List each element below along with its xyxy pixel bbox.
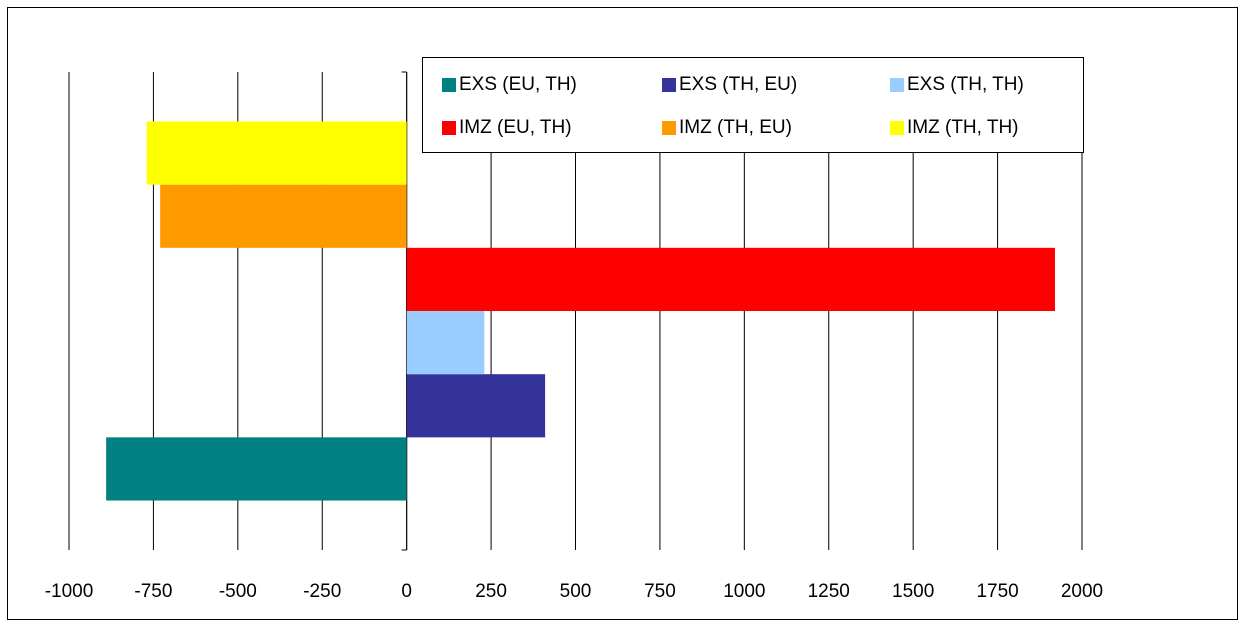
x-tick-label: 500 <box>560 581 592 602</box>
legend-swatch <box>442 121 456 135</box>
bar <box>406 247 1055 311</box>
x-tick-label: 250 <box>475 581 507 602</box>
legend: EXS (EU, TH) EXS (TH, EU) EXS (TH, TH) IMZ … <box>422 57 1084 153</box>
bar <box>160 184 407 248</box>
bar <box>106 437 407 501</box>
x-tick-label: -1000 <box>45 581 94 602</box>
legend-label: IMZ (TH, TH) <box>907 117 1019 138</box>
legend-swatch <box>662 78 676 92</box>
x-tick-label: 1250 <box>808 581 850 602</box>
bar <box>406 311 485 375</box>
x-tick-label: 1000 <box>723 581 765 602</box>
legend-label: EXS (EU, TH) <box>459 74 577 95</box>
bar <box>146 121 407 185</box>
x-tick-label: -500 <box>219 581 257 602</box>
legend-label: IMZ (EU, TH) <box>459 117 572 138</box>
x-tick-label: -250 <box>303 581 341 602</box>
x-tick-label: 2000 <box>1061 581 1103 602</box>
x-tick-label: -750 <box>134 581 172 602</box>
bar <box>406 374 546 438</box>
legend-swatch <box>890 78 904 92</box>
x-tick-label: 1750 <box>976 581 1018 602</box>
legend-label: IMZ (TH, EU) <box>679 117 792 138</box>
x-tick-label: 1500 <box>892 581 934 602</box>
legend-swatch <box>890 121 904 135</box>
legend-swatch <box>442 78 456 92</box>
legend-box <box>422 57 1084 153</box>
x-tick-label: 750 <box>644 581 676 602</box>
x-tick-label: 0 <box>401 581 412 602</box>
legend-label: EXS (TH, TH) <box>907 74 1024 95</box>
legend-swatch <box>662 121 676 135</box>
legend-label: EXS (TH, EU) <box>679 74 797 95</box>
